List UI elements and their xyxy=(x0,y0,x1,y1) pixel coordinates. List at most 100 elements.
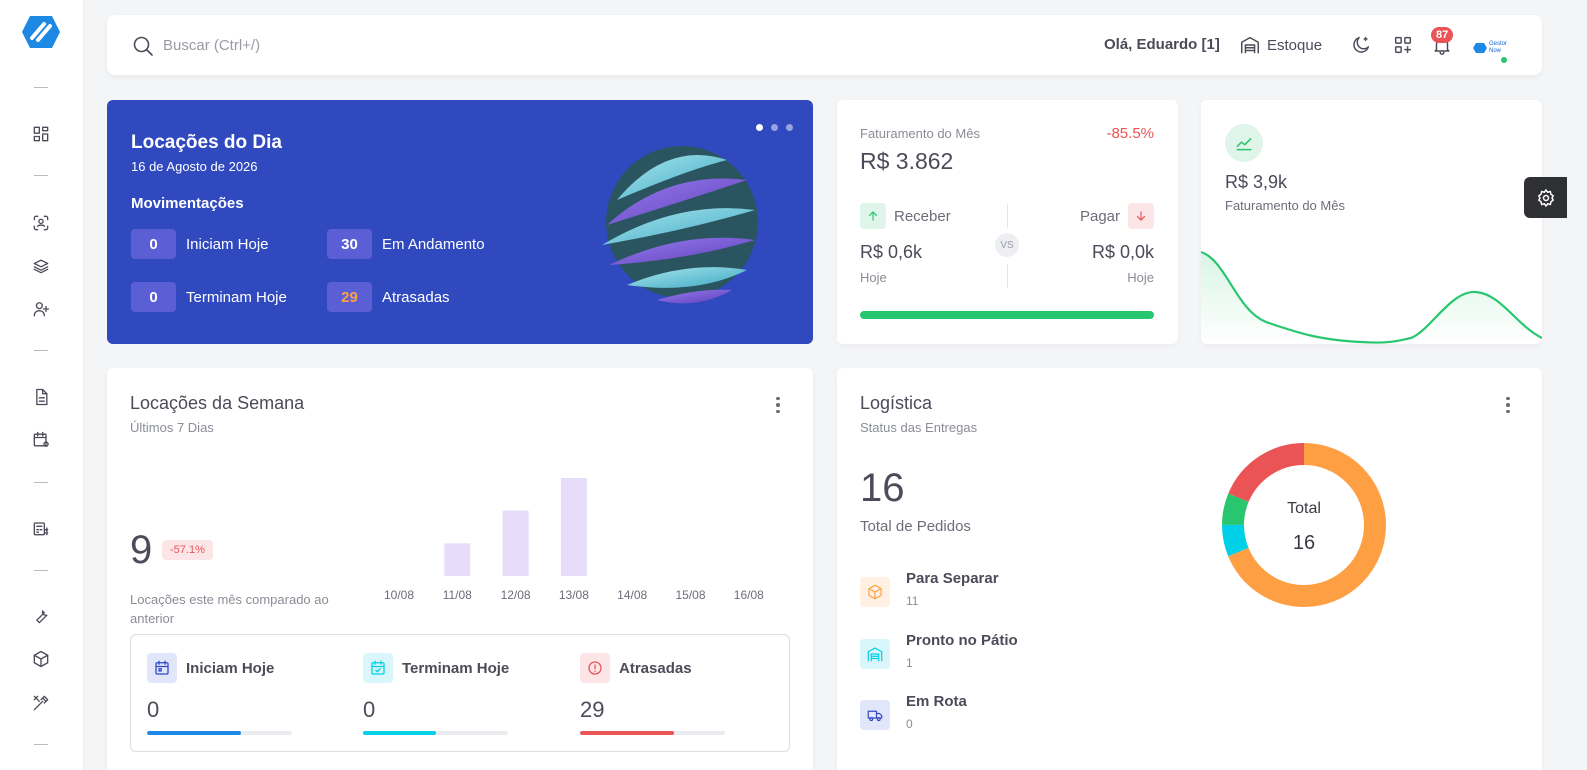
x-tick-label: 10/08 xyxy=(384,588,414,602)
tools-icon[interactable] xyxy=(30,692,52,714)
stat-label: Terminam Hoje xyxy=(402,659,510,677)
pagar-sub: Hoje xyxy=(1127,270,1154,285)
donut-center-value: 16 xyxy=(1292,532,1316,554)
semana-percent-badge: -57.1% xyxy=(162,540,213,560)
list-item: Para Separar 11 xyxy=(860,570,999,608)
user-greeting: Olá, Eduardo [1] xyxy=(1104,36,1220,53)
receber-value: R$ 0,6k xyxy=(860,242,923,262)
moon-icon[interactable] xyxy=(1350,34,1374,58)
stack-icon[interactable] xyxy=(30,255,52,277)
list-item: Em Rota 0 xyxy=(860,693,967,731)
estoque-label: Estoque xyxy=(1267,36,1323,54)
document-icon[interactable] xyxy=(30,386,52,408)
calendar-settings-icon[interactable] xyxy=(30,429,52,451)
search-input[interactable] xyxy=(163,33,563,57)
warehouse-icon xyxy=(860,639,890,669)
user-scan-icon[interactable] xyxy=(30,212,52,234)
tool-icon[interactable] xyxy=(30,605,52,627)
stat-label: Iniciam Hoje xyxy=(186,235,269,253)
sidebar-divider xyxy=(34,570,48,571)
sidebar xyxy=(0,0,84,770)
user-plus-icon[interactable] xyxy=(30,298,52,320)
logistica-subtitle: Status das Entregas xyxy=(860,420,978,435)
settings-tab-button[interactable] xyxy=(1524,177,1567,218)
bar-13/08[interactable] xyxy=(560,478,587,576)
stat-atrasadas: 29 Atrasadas xyxy=(327,282,450,312)
search-icon[interactable] xyxy=(131,34,155,58)
arrow-up-icon xyxy=(860,203,886,229)
semana-bar-chart: 10/08 11/08 12/08 13/08 14/08 15/08 16/08 xyxy=(384,478,764,602)
pagar-label: Pagar xyxy=(1079,207,1120,225)
stat-value: 30 xyxy=(327,229,372,259)
kebab-menu-icon[interactable] xyxy=(1498,395,1518,415)
stat-value: 29 xyxy=(327,282,372,312)
calendar-icon xyxy=(147,653,177,683)
package-icon xyxy=(860,577,890,607)
carousel-dot[interactable] xyxy=(756,124,763,131)
faturamento-card: Faturamento do Mês -85.5% R$ 3.862 Receb… xyxy=(837,100,1178,344)
estoque-button[interactable]: Estoque xyxy=(1239,34,1322,56)
logistica-total: 16 xyxy=(860,466,905,510)
faturamento-percent: -85.5% xyxy=(1106,125,1154,142)
stat-atrasadas: Atrasadas 29 xyxy=(580,653,740,735)
stat-em-andamento: 30 Em Andamento xyxy=(327,229,485,259)
x-tick-label: 11/08 xyxy=(443,588,472,602)
decorative-sphere-illustration xyxy=(602,146,758,304)
notification-badge: 87 xyxy=(1431,27,1454,43)
apps-add-icon[interactable] xyxy=(1392,34,1416,58)
finance-icon[interactable] xyxy=(30,517,52,539)
stat-progress xyxy=(363,731,508,735)
bar-11/08[interactable] xyxy=(444,543,471,576)
kebab-menu-icon[interactable] xyxy=(768,395,788,415)
stat-progress xyxy=(580,731,725,735)
hero-subtitle: Movimentações xyxy=(131,195,244,212)
vs-badge: VS xyxy=(995,233,1019,257)
online-status-dot xyxy=(1500,56,1508,64)
avatar-logo-icon xyxy=(1473,43,1487,53)
sidebar-divider xyxy=(34,175,48,176)
hero-date: 16 de Agosto de 2026 xyxy=(131,159,258,174)
pagar-value: R$ 0,0k xyxy=(1091,242,1154,262)
stat-label: Em Andamento xyxy=(382,235,485,253)
x-tick-label: 14/08 xyxy=(617,588,647,602)
faturamento-line-card: R$ 3,9k Faturamento do Mês xyxy=(1201,100,1542,344)
pagar-header: Pagar xyxy=(1080,203,1154,229)
x-tick-label: 16/08 xyxy=(734,588,764,602)
sidebar-divider xyxy=(34,744,48,745)
stat-value: 0 xyxy=(363,697,376,722)
bar-12/08[interactable] xyxy=(502,510,529,576)
faturamento-label: Faturamento do Mês xyxy=(860,126,980,141)
app-logo[interactable] xyxy=(20,12,62,52)
stat-label: Atrasadas xyxy=(619,659,692,677)
warehouse-icon xyxy=(1241,36,1259,54)
stat-terminam-hoje: Terminam Hoje 0 xyxy=(363,653,523,735)
stat-label: Iniciam Hoje xyxy=(186,659,275,677)
stat-value: 0 xyxy=(131,282,176,312)
carousel-dot[interactable] xyxy=(771,124,778,131)
sidebar-divider xyxy=(34,87,48,88)
gear-icon xyxy=(1537,188,1554,207)
faturamento-sparkline xyxy=(1201,250,1542,344)
carousel-dots xyxy=(756,124,793,131)
alert-circle-icon xyxy=(580,653,610,683)
box-icon[interactable] xyxy=(30,648,52,670)
list-item: Pronto no Pátio 1 xyxy=(860,632,1018,670)
stat-progress xyxy=(147,731,292,735)
dashboard-icon[interactable] xyxy=(30,123,52,145)
carousel-dot[interactable] xyxy=(786,124,793,131)
faturamento-line-value: R$ 3,9k xyxy=(1225,172,1288,192)
donut-center-label: Total xyxy=(1287,500,1321,517)
semana-subtitle: Últimos 7 Dias xyxy=(130,420,214,435)
topbar: Olá, Eduardo [1] Estoque 87 Gestor Now xyxy=(107,15,1542,75)
avatar[interactable]: Gestor Now xyxy=(1473,35,1513,61)
avatar-text: Gestor Now xyxy=(1489,41,1508,54)
locacoes-semana-card: Locações da Semana Últimos 7 Dias 9 -57.… xyxy=(107,368,813,770)
receber-header: Receber xyxy=(860,203,951,229)
list-item-count: 1 xyxy=(906,656,913,670)
x-tick-label: 12/08 xyxy=(501,588,531,602)
hero-title: Locações do Dia xyxy=(131,132,282,153)
donut-slice-pronto-no-p-tio[interactable] xyxy=(1222,443,1386,607)
sidebar-divider xyxy=(34,350,48,351)
donut-slice-outro[interactable] xyxy=(1222,443,1386,607)
semana-title: Locações da Semana xyxy=(130,393,305,413)
